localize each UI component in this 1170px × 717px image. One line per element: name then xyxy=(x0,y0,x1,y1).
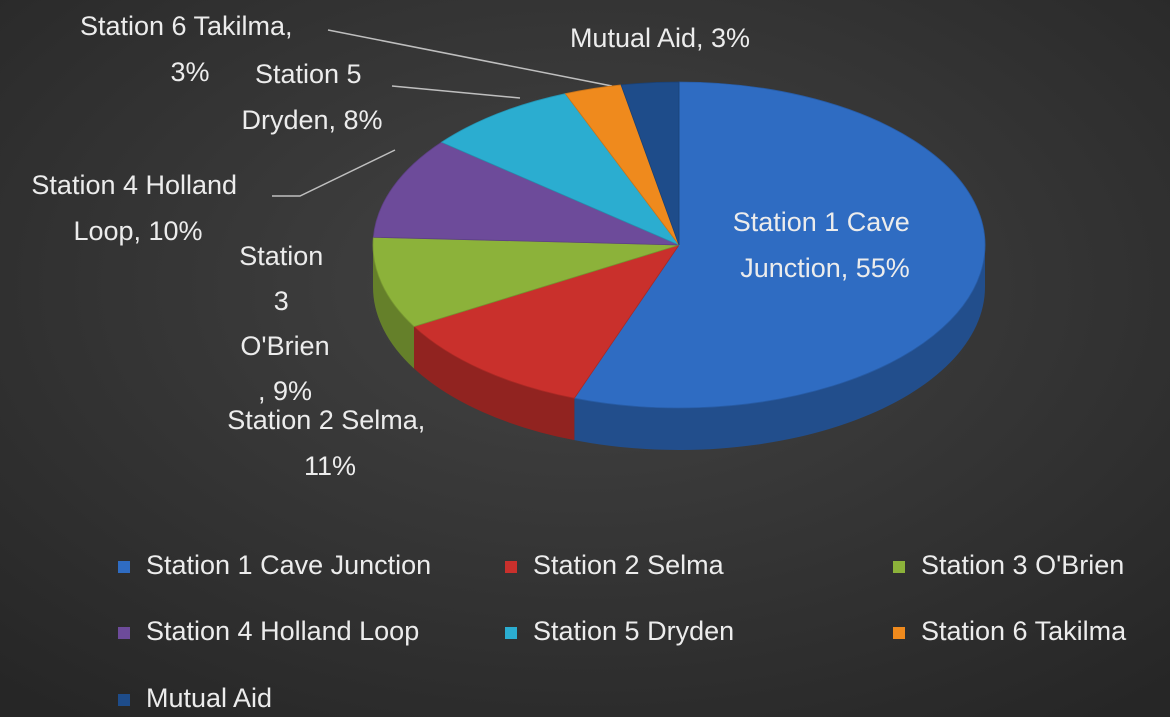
legend-label: Station 4 Holland Loop xyxy=(146,616,419,646)
slice xyxy=(372,236,680,327)
legend-swatch xyxy=(505,627,517,639)
slice xyxy=(372,141,680,246)
slice xyxy=(620,81,680,246)
legend-swatch xyxy=(118,627,130,639)
slice-side xyxy=(574,245,985,450)
data-label-line: 11% xyxy=(304,451,356,481)
data-label-line: 3% xyxy=(170,57,209,87)
data-label: Station 5 Dryden, 8% xyxy=(241,59,382,135)
legend-label: Station 6 Takilma xyxy=(921,616,1127,646)
data-label-line: Station xyxy=(239,241,331,271)
legend: Station 1 Cave Junction Station 2 Selma St… xyxy=(118,550,1127,713)
data-label-line: O'Brien xyxy=(240,331,329,361)
legend-swatch xyxy=(505,561,517,573)
legend-swatch xyxy=(893,561,905,573)
data-label: Mutual Aid, 3% xyxy=(570,23,750,53)
slice-side xyxy=(413,326,575,441)
data-label-line: Junction, 55% xyxy=(740,253,910,283)
data-label-line: Loop, 10% xyxy=(73,216,202,246)
legend-swatch xyxy=(118,694,130,706)
data-label-line: Station 1 Cave xyxy=(733,207,918,237)
leader-lines xyxy=(272,29,613,197)
data-label-line: Station 6 Takilma, xyxy=(80,11,300,41)
slice xyxy=(573,81,986,409)
data-label-line: Dryden, 8% xyxy=(241,105,382,135)
data-label: Station 4 Holland Loop, 10% xyxy=(31,170,244,246)
legend-swatch xyxy=(118,561,130,573)
slice xyxy=(440,93,681,246)
data-label-line: Station 5 xyxy=(255,59,369,89)
legend-label: Station 5 Dryden xyxy=(533,616,734,646)
data-label: Station 1 Cave Junction, 55% xyxy=(733,207,918,283)
legend-label: Station 3 O'Brien xyxy=(921,550,1124,580)
legend-swatch xyxy=(893,627,905,639)
leader-line xyxy=(327,29,613,87)
data-label-line: , 9% xyxy=(258,376,312,406)
data-label: Station 2 Selma, 11% xyxy=(227,405,433,481)
data-label: Station 3 O'Brien , 9% xyxy=(239,241,331,406)
legend-label: Mutual Aid xyxy=(146,683,272,713)
data-labels: Station 1 Cave Junction, 55% Station 2 Se… xyxy=(31,11,917,481)
legend-label: Station 1 Cave Junction xyxy=(146,550,431,580)
data-label-line: Station 2 Selma, xyxy=(227,405,433,435)
slice-side xyxy=(373,245,414,369)
leader-line xyxy=(272,149,396,197)
pie xyxy=(372,81,986,450)
data-label-line: 3 xyxy=(274,286,297,316)
legend-label: Station 2 Selma xyxy=(533,550,725,580)
data-label-line: Mutual Aid, 3% xyxy=(570,23,750,53)
leader-line xyxy=(391,85,521,99)
data-label-line: Station 4 Holland xyxy=(31,170,244,200)
data-label: Station 6 Takilma, 3% xyxy=(80,11,300,87)
slice xyxy=(413,244,680,399)
